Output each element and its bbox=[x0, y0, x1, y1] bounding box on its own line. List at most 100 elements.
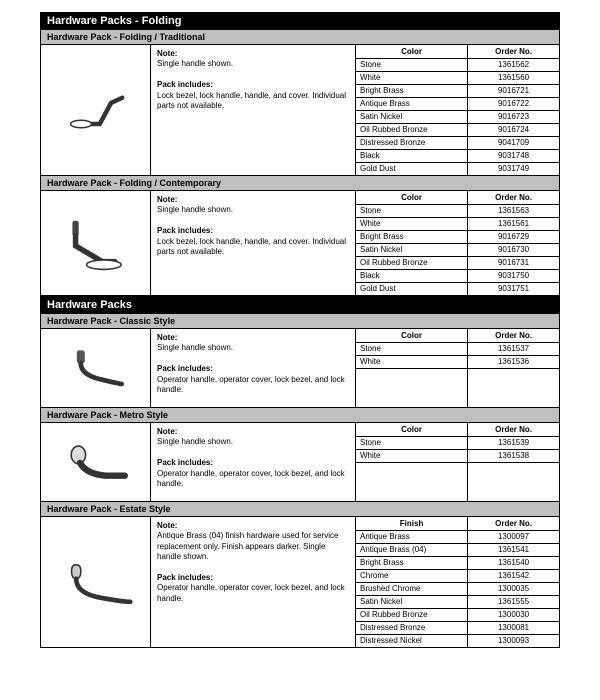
color-header: Finish bbox=[356, 517, 468, 530]
subsection-title: Hardware Pack - Estate Style bbox=[40, 502, 560, 517]
note-label: Note: bbox=[157, 427, 177, 436]
order-cell: 9016722 bbox=[468, 97, 559, 110]
color-cell: White bbox=[356, 355, 468, 368]
table-header-row: ColorOrder No. bbox=[356, 45, 559, 58]
includes-text: Operator handle, operator cover, lock be… bbox=[157, 469, 345, 488]
options-table-cell: ColorOrder No.Stone1361563White1361561Br… bbox=[356, 191, 559, 295]
section-title: Hardware Packs - Folding bbox=[40, 12, 560, 30]
color-header: Color bbox=[356, 45, 468, 58]
order-cell: 9031751 bbox=[468, 282, 559, 295]
note-text: Antique Brass (04) finish hardware used … bbox=[157, 531, 338, 561]
order-cell: 1361563 bbox=[468, 204, 559, 217]
note-text: Single handle shown. bbox=[157, 205, 233, 214]
note-text: Single handle shown. bbox=[157, 343, 233, 352]
color-cell: Stone bbox=[356, 204, 468, 217]
handle-folding-traditional-icon bbox=[41, 45, 151, 175]
pack-row: Note:Single handle shown.Pack includes:L… bbox=[40, 191, 560, 296]
color-cell: Stone bbox=[356, 342, 468, 355]
order-cell: 9031749 bbox=[468, 162, 559, 175]
note-label: Note: bbox=[157, 49, 177, 58]
includes-text: Lock bezel, lock handle, handle, and cov… bbox=[157, 237, 346, 256]
color-cell: Gold Dust bbox=[356, 282, 468, 295]
includes-text: Operator handle, operator cover, lock be… bbox=[157, 583, 345, 602]
order-cell: 9031748 bbox=[468, 149, 559, 162]
note-label: Note: bbox=[157, 333, 177, 342]
table-row: Bright Brass1361540 bbox=[356, 556, 559, 569]
table-row: Distressed Nickel1300093 bbox=[356, 634, 559, 647]
table-row: Antique Brass1300097 bbox=[356, 530, 559, 543]
table-header-row: ColorOrder No. bbox=[356, 423, 559, 436]
table-row bbox=[356, 368, 559, 381]
order-cell: 9016724 bbox=[468, 123, 559, 136]
section-title: Hardware Packs bbox=[40, 296, 560, 314]
table-row: Distressed Bronze1300081 bbox=[356, 621, 559, 634]
includes-label: Pack includes: bbox=[157, 364, 213, 373]
order-cell: 9016731 bbox=[468, 256, 559, 269]
table-row bbox=[356, 475, 559, 488]
color-cell: White bbox=[356, 449, 468, 462]
color-cell: Distressed Nickel bbox=[356, 634, 468, 647]
order-cell: 9016721 bbox=[468, 84, 559, 97]
table-row: Black9031748 bbox=[356, 149, 559, 162]
table-row: Distressed Bronze9041709 bbox=[356, 136, 559, 149]
table-row: White1361536 bbox=[356, 355, 559, 368]
order-cell: 1361541 bbox=[468, 543, 559, 556]
order-cell: 9041709 bbox=[468, 136, 559, 149]
table-row: Black9031750 bbox=[356, 269, 559, 282]
order-cell: 1300097 bbox=[468, 530, 559, 543]
table-row: Stone1361563 bbox=[356, 204, 559, 217]
includes-label: Pack includes: bbox=[157, 458, 213, 467]
note-label: Note: bbox=[157, 195, 177, 204]
table-row: Oil Rubbed Bronze9016724 bbox=[356, 123, 559, 136]
table-row: Gold Dust9031749 bbox=[356, 162, 559, 175]
table-row: Satin Nickel1361555 bbox=[356, 595, 559, 608]
options-table: ColorOrder No.Stone1361563White1361561Br… bbox=[356, 191, 559, 295]
options-table: FinishOrder No.Antique Brass1300097Antiq… bbox=[356, 517, 559, 647]
includes-text: Operator handle, operator cover, lock be… bbox=[157, 375, 345, 394]
table-row bbox=[356, 488, 559, 501]
color-header: Color bbox=[356, 191, 468, 204]
table-header-row: ColorOrder No. bbox=[356, 191, 559, 204]
order-cell: 1361540 bbox=[468, 556, 559, 569]
color-cell: Brushed Chrome bbox=[356, 582, 468, 595]
pack-row: Note:Antique Brass (04) finish hardware … bbox=[40, 517, 560, 648]
table-row: Bright Brass9016729 bbox=[356, 230, 559, 243]
table-row: Satin Nickel9016730 bbox=[356, 243, 559, 256]
includes-text: Lock bezel, lock handle, handle, and cov… bbox=[157, 91, 346, 110]
order-cell: 1361539 bbox=[468, 436, 559, 449]
table-row: Stone1361539 bbox=[356, 436, 559, 449]
table-row: White1361560 bbox=[356, 71, 559, 84]
order-cell: 9016729 bbox=[468, 230, 559, 243]
color-cell: Antique Brass bbox=[356, 97, 468, 110]
order-cell: 1300081 bbox=[468, 621, 559, 634]
description-cell: Note:Single handle shown. Pack includes: O… bbox=[151, 329, 356, 407]
order-cell: 1361561 bbox=[468, 217, 559, 230]
color-cell: Chrome bbox=[356, 569, 468, 582]
pack-row: Note:Single handle shown.Pack includes:O… bbox=[40, 423, 560, 502]
table-row bbox=[356, 381, 559, 394]
color-cell: Antique Brass bbox=[356, 530, 468, 543]
order-cell: 9016723 bbox=[468, 110, 559, 123]
color-cell: Black bbox=[356, 149, 468, 162]
handle-metro-icon bbox=[41, 423, 151, 501]
color-cell: Satin Nickel bbox=[356, 595, 468, 608]
includes-label: Pack includes: bbox=[157, 80, 213, 89]
table-row: Oil Rubbed Bronze9016731 bbox=[356, 256, 559, 269]
order-cell: 1361560 bbox=[468, 71, 559, 84]
order-header: Order No. bbox=[468, 517, 559, 530]
handle-classic-icon bbox=[41, 329, 151, 407]
subsection-title: Hardware Pack - Folding / Contemporary bbox=[40, 176, 560, 191]
includes-label: Pack includes: bbox=[157, 573, 213, 582]
color-cell: Stone bbox=[356, 58, 468, 71]
options-table: ColorOrder No.Stone1361562White1361560Br… bbox=[356, 45, 559, 175]
options-table-cell: ColorOrder No.Stone1361539White1361538 bbox=[356, 423, 559, 501]
color-cell: Satin Nickel bbox=[356, 243, 468, 256]
handle-folding-contemporary-icon bbox=[41, 191, 151, 295]
color-cell: Oil Rubbed Bronze bbox=[356, 608, 468, 621]
color-cell: Black bbox=[356, 269, 468, 282]
options-table-cell: ColorOrder No.Stone1361537White1361536 bbox=[356, 329, 559, 407]
subsection-title: Hardware Pack - Metro Style bbox=[40, 408, 560, 423]
color-cell: Oil Rubbed Bronze bbox=[356, 123, 468, 136]
note-text: Single handle shown. bbox=[157, 59, 233, 68]
catalog-page: Hardware Packs - Folding Hardware Pack - … bbox=[40, 12, 560, 648]
